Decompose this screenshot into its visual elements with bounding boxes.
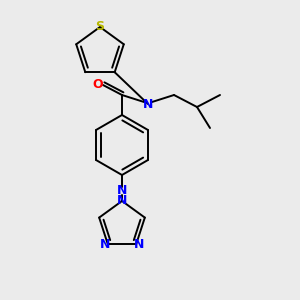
- Text: O: O: [93, 77, 103, 91]
- Text: N: N: [117, 184, 127, 197]
- Text: S: S: [95, 20, 104, 32]
- Text: N: N: [143, 98, 153, 110]
- Text: N: N: [134, 238, 144, 251]
- Text: N: N: [117, 194, 127, 208]
- Text: N: N: [100, 238, 110, 251]
